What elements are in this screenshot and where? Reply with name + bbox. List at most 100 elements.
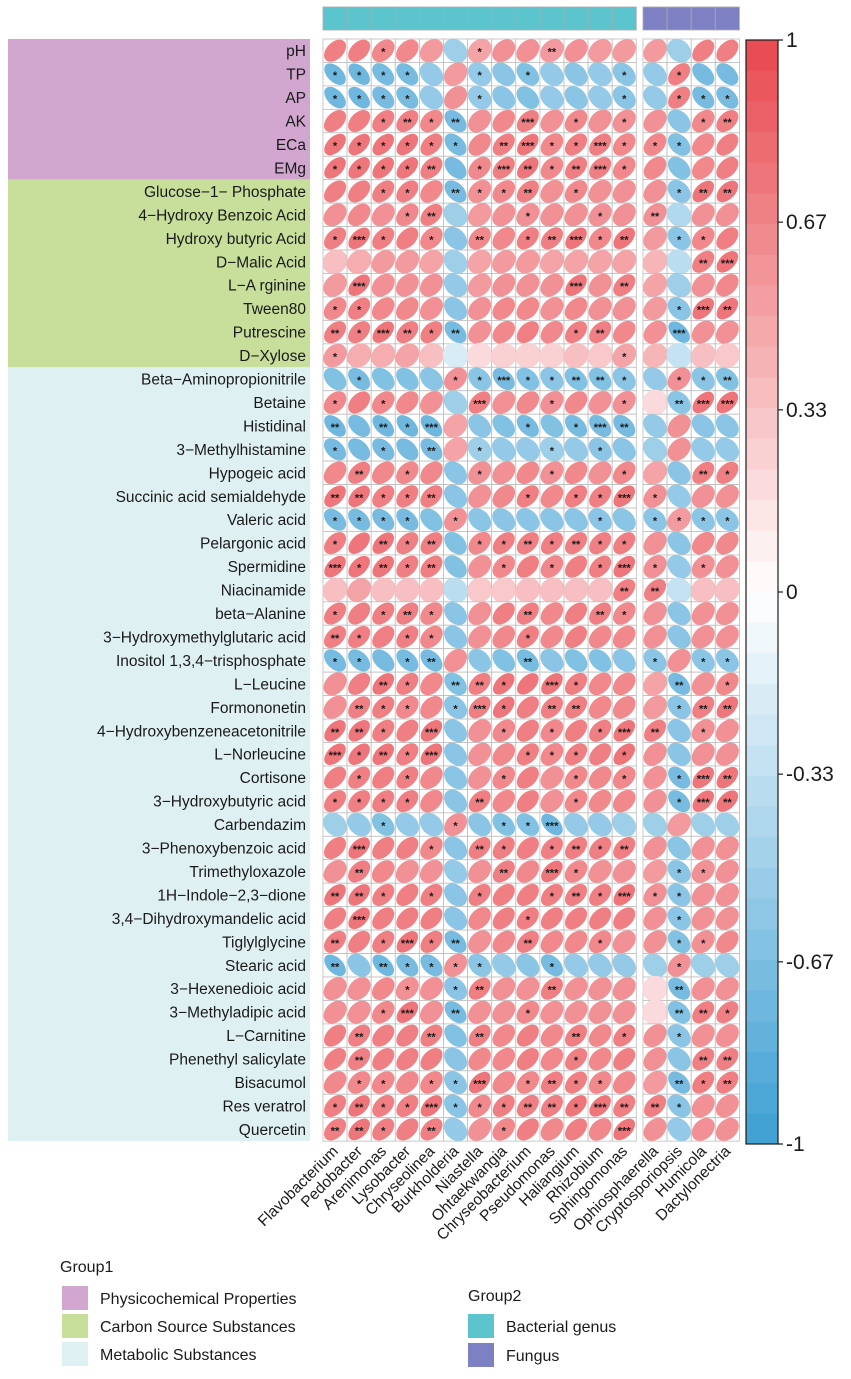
correlation-cell [491, 273, 517, 298]
significance-mark: * [478, 94, 483, 106]
correlation-ellipse [540, 156, 564, 180]
correlation-cell [491, 1000, 517, 1025]
significance-mark: * [574, 797, 579, 809]
correlation-ellipse [420, 438, 443, 461]
correlation-ellipse [516, 813, 540, 836]
correlation-ellipse [691, 742, 715, 766]
significance-mark: ** [651, 211, 660, 223]
correlation-ellipse [444, 672, 467, 696]
correlation-ellipse [444, 953, 468, 977]
correlation-cell: ** [587, 319, 613, 345]
significance-mark: * [598, 938, 603, 950]
correlation-ellipse [643, 695, 667, 720]
colorbar-segment [746, 469, 778, 501]
significance-mark: * [381, 234, 386, 246]
significance-mark: * [550, 445, 555, 457]
correlation-ellipse [565, 602, 588, 625]
significance-mark: ** [475, 1032, 484, 1044]
correlation-ellipse [324, 485, 346, 508]
correlation-ellipse [395, 812, 420, 837]
correlation-cell [418, 765, 444, 790]
correlation-cell [587, 1046, 613, 1072]
correlation-ellipse [643, 930, 667, 954]
correlation-ellipse [492, 719, 516, 743]
correlation-cell [443, 484, 469, 509]
correlation-cell: * [418, 601, 444, 626]
correlation-ellipse [444, 484, 468, 508]
row-label: Cortisone [240, 770, 306, 787]
significance-mark: * [598, 563, 603, 575]
significance-mark: * [598, 516, 603, 528]
correlation-ellipse [467, 38, 492, 63]
colorbar-segment [746, 408, 778, 440]
correlation-ellipse [715, 1024, 739, 1048]
correlation-cell [563, 906, 589, 931]
correlation-cell: * [394, 976, 420, 1001]
correlation-ellipse [612, 390, 636, 414]
correlation-cell [443, 249, 469, 274]
correlation-cell [611, 953, 637, 978]
correlation-ellipse [443, 273, 468, 297]
correlation-ellipse [564, 508, 588, 532]
correlation-cell: * [515, 906, 541, 931]
correlation-cell [418, 671, 444, 697]
colorbar-tick-label: 0 [786, 581, 798, 604]
correlation-cell [539, 1000, 565, 1025]
correlation-cell [587, 460, 613, 485]
correlation-ellipse [516, 649, 539, 672]
correlation-ellipse [396, 110, 419, 133]
correlation-ellipse [443, 437, 468, 462]
correlation-cell: ** [346, 1023, 372, 1048]
correlation-ellipse [612, 156, 636, 180]
correlation-cell [563, 601, 589, 626]
correlation-cell [370, 765, 396, 790]
correlation-ellipse [540, 648, 564, 672]
significance-mark: *** [353, 281, 367, 293]
correlation-ellipse [612, 133, 636, 156]
correlation-cell [690, 624, 716, 650]
correlation-cell: ** [418, 202, 444, 227]
correlation-ellipse [540, 954, 563, 977]
correlation-ellipse [372, 1094, 395, 1118]
significance-mark: ** [548, 1079, 557, 1091]
correlation-cell [690, 742, 716, 767]
significance-mark: * [405, 164, 410, 176]
correlation-ellipse [444, 226, 468, 250]
column-group-cell [443, 6, 469, 31]
correlation-ellipse [348, 227, 370, 250]
correlation-cell: * [322, 601, 348, 626]
significance-mark: *** [329, 750, 343, 762]
row-label: AP [285, 90, 306, 107]
significance-mark: * [453, 703, 458, 715]
significance-mark: ** [651, 727, 660, 739]
correlation-ellipse [588, 789, 612, 813]
correlation-cell [467, 108, 493, 134]
correlation-ellipse [396, 836, 419, 860]
significance-mark: *** [425, 422, 439, 434]
correlation-ellipse [643, 85, 667, 110]
correlation-cell [322, 906, 348, 931]
correlation-cell [642, 1117, 668, 1142]
correlation-ellipse [667, 1024, 691, 1048]
correlation-cell [714, 718, 740, 743]
correlation-cell [322, 366, 348, 392]
correlation-ellipse [667, 554, 691, 579]
correlation-cell [346, 413, 372, 439]
correlation-ellipse [643, 62, 667, 86]
significance-mark: * [550, 750, 555, 762]
correlation-ellipse [372, 485, 395, 508]
correlation-ellipse [588, 85, 612, 110]
correlation-ellipse [643, 460, 667, 485]
row-label: L−Carnitine [226, 1028, 306, 1045]
correlation-cell: * [467, 460, 493, 485]
significance-mark: * [405, 492, 410, 504]
correlation-cell: * [587, 226, 613, 251]
correlation-cell [370, 296, 396, 321]
correlation-cell [539, 507, 565, 532]
correlation-ellipse [715, 1094, 739, 1118]
significance-mark: *** [497, 164, 511, 176]
correlation-cell: ** [539, 1093, 565, 1119]
significance-mark: * [622, 70, 627, 82]
correlation-ellipse [716, 63, 739, 86]
correlation-cell [491, 296, 517, 321]
